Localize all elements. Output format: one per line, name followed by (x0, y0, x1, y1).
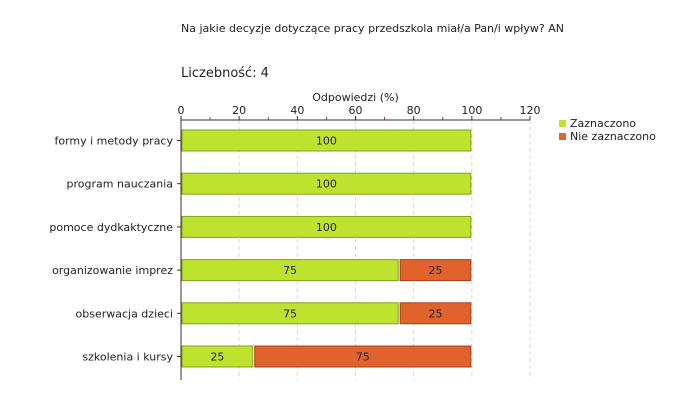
x-tick-label: 40 (290, 104, 304, 117)
bar (254, 345, 472, 368)
bar (181, 259, 399, 282)
sample-size: Liczebność: 4 (181, 66, 269, 81)
bar-value-label: 75 (356, 351, 370, 364)
category-label: szkolenia i kursy (82, 351, 173, 364)
bar-value-label: 100 (316, 178, 337, 191)
x-tick-label: 60 (349, 104, 363, 117)
x-tick-label: 100 (461, 104, 482, 117)
bar-value-label: 75 (283, 307, 297, 320)
bar-value-label: 25 (428, 264, 442, 277)
x-axis-title: Odpowiedzi (%) (312, 91, 399, 104)
bar (181, 172, 472, 195)
chart-legend: Zaznaczono Nie zaznaczono (559, 117, 656, 143)
bar-value-label: 100 (316, 135, 337, 148)
legend-item-zaznaczono: Zaznaczono (559, 117, 656, 130)
category-label: pomoce dydkaktyczne (49, 221, 173, 234)
x-tick-label: 20 (232, 104, 246, 117)
sample-size-label: Liczebność: (181, 66, 257, 81)
bar (399, 259, 472, 282)
category-label: program nauczania (67, 178, 173, 191)
bar (181, 302, 399, 325)
category-label: organizowanie imprez (52, 264, 173, 277)
bar (399, 302, 472, 325)
sample-size-value: 4 (260, 66, 269, 81)
chart-question: Na jakie decyzje dotyczące pracy przedsz… (181, 22, 564, 35)
x-tick-label: 120 (520, 104, 541, 117)
category-label: formy i metody pracy (54, 135, 173, 148)
bar-value-label: 25 (210, 351, 224, 364)
legend-item-nie-zaznaczono: Nie zaznaczono (559, 130, 656, 143)
bar-value-label: 25 (428, 307, 442, 320)
legend-swatch-zaznaczono (559, 120, 566, 127)
bar (181, 215, 472, 238)
bar (181, 129, 472, 152)
bar (181, 345, 254, 368)
bar-value-label: 75 (283, 264, 297, 277)
legend-label-zaznaczono: Zaznaczono (570, 117, 637, 130)
category-label: obserwacja dzieci (76, 307, 174, 320)
x-tick-label: 0 (178, 104, 185, 117)
bar-value-label: 100 (316, 221, 337, 234)
legend-swatch-nie-zaznaczono (559, 133, 566, 140)
legend-label-nie-zaznaczono: Nie zaznaczono (570, 130, 656, 143)
x-tick-label: 80 (407, 104, 421, 117)
